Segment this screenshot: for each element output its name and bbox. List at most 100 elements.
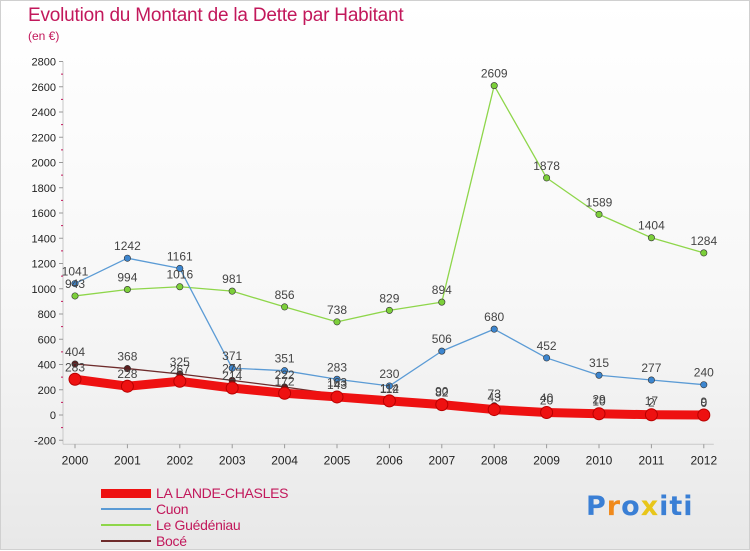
legend-swatch xyxy=(101,540,151,542)
data-label: 368 xyxy=(117,350,137,364)
data-point xyxy=(438,298,446,306)
chart-subtitle: (en €) xyxy=(28,29,60,43)
legend-swatch xyxy=(101,489,151,498)
data-label: 1161 xyxy=(167,249,193,263)
data-label: 371 xyxy=(222,349,242,363)
x-tick-label: 2011 xyxy=(638,453,664,467)
data-point xyxy=(228,364,236,372)
data-point xyxy=(333,318,341,326)
y-tick-label: 200 xyxy=(38,385,56,397)
x-tick-label: 2008 xyxy=(481,453,508,467)
y-tick-label: 1400 xyxy=(32,233,56,245)
data-label: 163 xyxy=(327,375,347,389)
data-point xyxy=(647,376,655,384)
data-point xyxy=(644,408,658,422)
data-label: 2 xyxy=(648,396,655,410)
data-point xyxy=(228,287,236,295)
data-label: 90 xyxy=(435,385,449,399)
data-label: 267 xyxy=(170,362,190,376)
legend-label: Le Guédéniau xyxy=(156,517,241,533)
data-label: 943 xyxy=(65,277,85,291)
y-tick-label: -200 xyxy=(34,435,56,447)
logo-letter: P xyxy=(586,491,607,522)
data-point xyxy=(592,407,606,421)
data-point xyxy=(278,386,292,400)
x-tick-label: 2000 xyxy=(62,453,89,467)
data-label: 1878 xyxy=(533,159,560,173)
data-point xyxy=(71,360,79,368)
y-tick-label: 0 xyxy=(50,410,56,422)
data-point xyxy=(123,286,131,294)
logo-letter: r xyxy=(606,491,622,522)
x-tick-label: 2003 xyxy=(219,453,246,467)
data-label: 43 xyxy=(488,391,502,405)
data-label: 1404 xyxy=(638,219,665,233)
data-label: 1041 xyxy=(62,265,89,279)
x-tick-label: 2009 xyxy=(533,453,560,467)
data-point xyxy=(490,325,498,333)
data-label: 351 xyxy=(275,352,295,366)
data-point xyxy=(176,283,184,291)
x-tick-label: 2006 xyxy=(376,453,403,467)
data-label: 283 xyxy=(327,360,347,374)
data-label: 738 xyxy=(327,303,347,317)
y-tick-label: 400 xyxy=(38,360,56,372)
data-label: 1016 xyxy=(166,268,193,282)
data-label: 230 xyxy=(379,367,399,381)
data-label: 994 xyxy=(117,271,137,285)
data-label: 274 xyxy=(222,361,242,375)
data-label: 283 xyxy=(65,360,85,374)
data-label: 73 xyxy=(488,387,502,401)
data-label: 506 xyxy=(432,332,452,346)
data-point xyxy=(595,210,603,218)
y-tick-label: 1800 xyxy=(32,183,56,195)
data-point xyxy=(543,354,551,362)
data-label: 17 xyxy=(645,394,659,408)
data-point xyxy=(385,382,393,390)
data-label: 10 xyxy=(592,395,606,409)
data-label: 2609 xyxy=(481,67,508,81)
y-tick-label: 800 xyxy=(38,309,56,321)
data-label: 82 xyxy=(435,386,449,400)
data-point xyxy=(225,381,239,395)
data-label: 315 xyxy=(589,356,609,370)
data-point xyxy=(281,367,289,375)
data-point xyxy=(123,365,131,373)
y-tick-label: 1000 xyxy=(32,284,56,296)
data-label: 112 xyxy=(380,382,399,396)
data-point xyxy=(123,254,131,262)
data-point xyxy=(697,408,711,422)
data-label: 452 xyxy=(537,339,557,353)
data-point xyxy=(435,398,449,412)
legend-label: Bocé xyxy=(156,533,187,549)
data-point xyxy=(68,372,82,386)
legend-swatch xyxy=(101,508,151,510)
data-label: 240 xyxy=(694,366,714,380)
y-tick-label: 2400 xyxy=(32,107,56,119)
data-point xyxy=(438,347,446,355)
x-tick-label: 2007 xyxy=(428,453,455,467)
data-label: 680 xyxy=(484,310,504,324)
y-tick-label: 1200 xyxy=(32,259,56,271)
logo-letter: i xyxy=(683,491,694,522)
data-point xyxy=(647,234,655,242)
legend-label: LA LANDE-CHASLES xyxy=(156,485,289,501)
logo-letter: t xyxy=(669,491,684,522)
data-point xyxy=(487,403,501,417)
data-point xyxy=(543,174,551,182)
chart-title: Evolution du Montant de la Dette par Hab… xyxy=(28,5,404,26)
logo-letter: o xyxy=(621,491,641,522)
x-tick-label: 2004 xyxy=(271,453,298,467)
data-label: 214 xyxy=(222,369,242,383)
y-tick-label: 2800 xyxy=(32,57,56,69)
data-label: 29 xyxy=(592,392,606,406)
data-point xyxy=(176,264,184,272)
data-label: 1242 xyxy=(114,239,141,253)
data-label: 894 xyxy=(432,283,452,297)
data-point xyxy=(540,405,554,419)
y-tick-label: 1600 xyxy=(32,208,56,220)
data-point xyxy=(281,303,289,311)
data-label: 114 xyxy=(380,382,399,396)
data-label: 1589 xyxy=(586,195,613,209)
